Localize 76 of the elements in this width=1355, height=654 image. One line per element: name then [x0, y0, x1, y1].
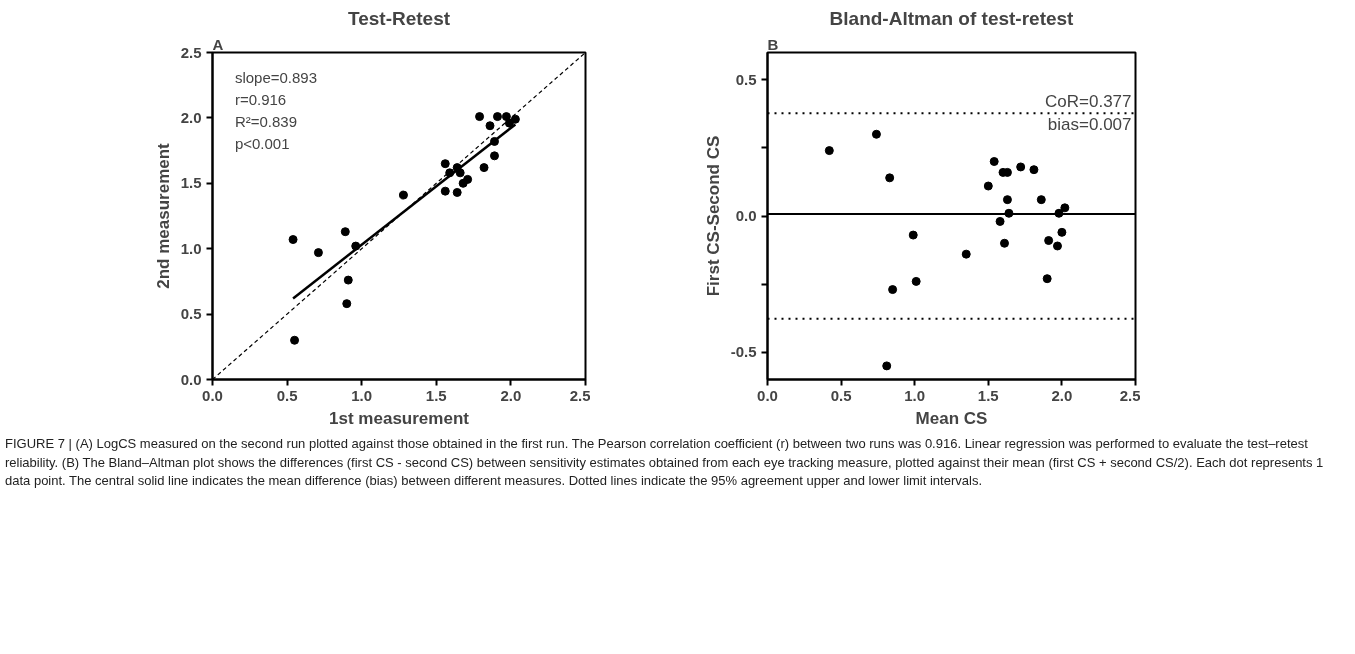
point — [908, 230, 918, 240]
x-axis-title: 1st measurement — [329, 408, 470, 428]
point — [1044, 236, 1054, 246]
y-tick-label: 2.5 — [180, 43, 202, 61]
point — [1036, 195, 1046, 205]
point — [999, 238, 1009, 248]
x-axis-title: Mean CS — [915, 408, 988, 428]
y-tick-label: 0.5 — [735, 70, 757, 88]
x-tick-label: 1.5 — [977, 386, 999, 404]
point — [1057, 227, 1067, 237]
x-tick-label: 1.5 — [425, 386, 447, 404]
y-tick-label: 1.5 — [180, 174, 202, 192]
point — [995, 216, 1005, 226]
point — [961, 249, 971, 259]
point — [1016, 162, 1026, 172]
annotation: slope=0.893 — [234, 68, 318, 86]
x-tick-label: 0.0 — [202, 386, 223, 404]
x-tick-label: 2.0 — [1051, 386, 1073, 404]
point — [510, 114, 520, 124]
point — [1060, 203, 1070, 213]
point — [343, 275, 353, 285]
point — [463, 174, 473, 184]
annotation: r=0.916 — [234, 90, 287, 108]
chart-subtitle: B — [767, 35, 779, 53]
point — [888, 285, 898, 295]
point — [1029, 165, 1039, 175]
x-tick-label: 0.5 — [830, 386, 852, 404]
point — [290, 335, 300, 345]
y-tick-label: 1.0 — [180, 239, 202, 257]
annotation: R²=0.839 — [234, 112, 298, 130]
x-tick-label: 2.5 — [569, 386, 591, 404]
caption: FIGURE 7 | (A) LogCS measured on the second run plotted against those obtained in the first run. The Pearson correlation coefficient (r) between two runs was 0.916. Linear regression was performed to evaluate the test–retest reliability. (B) The Bland–Altman plot shows the differences (first CS - second CS) between sensitivity estimates obtained from each eye tracking measure, plotted against their mean (first CS + second CS/2). Each dot represents 1 data point. The central solid line indicates the mean difference (bias) between different measures. Dotted lines indicate the 95% agreement upper and lower limit intervals. — [5, 435, 1325, 491]
x-tick-label: 2.5 — [1119, 386, 1141, 404]
x-tick-label: 1.0 — [904, 386, 926, 404]
y-tick-label: 2.0 — [180, 108, 202, 126]
point — [871, 129, 881, 139]
y-tick-label: 0.0 — [180, 370, 202, 388]
point — [983, 181, 993, 191]
point — [340, 227, 350, 237]
point — [342, 299, 352, 309]
point — [440, 186, 450, 196]
point — [475, 112, 485, 122]
x-tick-label: 2.0 — [500, 386, 522, 404]
chart-subtitle: A — [212, 35, 224, 53]
point — [485, 121, 495, 131]
point — [398, 190, 408, 200]
x-tick-label: 1.0 — [351, 386, 373, 404]
point — [455, 168, 465, 178]
point — [288, 235, 298, 245]
y-axis-title: First CS-Second CS — [703, 135, 723, 297]
x-tick-label: 0.5 — [276, 386, 298, 404]
point — [1042, 274, 1052, 284]
point — [911, 276, 921, 286]
point — [489, 151, 499, 161]
chart-title: Bland-Altman of test-retest — [829, 7, 1075, 29]
y-tick-label: -0.5 — [730, 343, 757, 361]
point — [452, 187, 462, 197]
x-tick-label: 0.0 — [757, 386, 778, 404]
y-tick-label: 0.0 — [735, 207, 757, 224]
point — [989, 157, 999, 166]
chart-title: Test-Retest — [347, 7, 451, 29]
annotation: CoR=0.377 — [1045, 92, 1132, 112]
point — [479, 163, 489, 173]
point — [440, 159, 450, 169]
y-axis-title: 2nd measurement — [153, 142, 173, 289]
point — [882, 361, 892, 371]
point — [1052, 241, 1062, 251]
annotation: p<0.001 — [234, 134, 290, 152]
point — [492, 112, 502, 122]
y-tick-label: 0.5 — [180, 305, 202, 323]
point — [313, 248, 323, 258]
point — [1002, 195, 1012, 205]
point — [824, 146, 834, 156]
annotation: bias=0.007 — [1047, 115, 1132, 135]
point — [501, 112, 511, 122]
point — [885, 173, 895, 183]
